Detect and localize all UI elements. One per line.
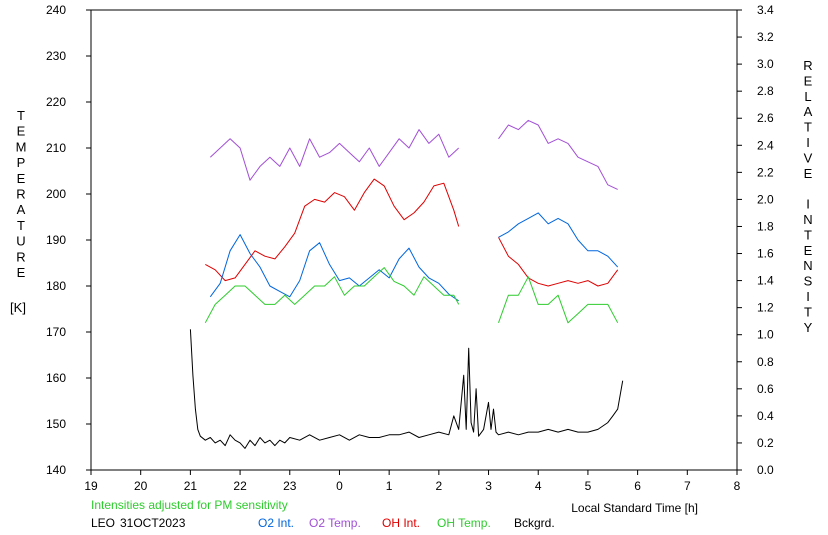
x-tick-label: 19	[84, 479, 98, 493]
x-tick-label: 5	[585, 479, 592, 493]
right-label-letter: R	[803, 58, 812, 73]
right-label-letter: I	[806, 197, 810, 212]
x-tick-label: 8	[734, 479, 741, 493]
series-line-o2-temp	[209, 129, 460, 181]
legend-item: O2 Temp.	[309, 516, 361, 530]
right-tick-label: 2.2	[757, 165, 774, 179]
x-tick-label: 20	[134, 479, 148, 493]
sensitivity-note: Intensities adjusted for PM sensitivity	[91, 498, 288, 512]
right-label-letter: E	[804, 243, 813, 258]
right-tick-label: 1.8	[757, 219, 774, 233]
left-label-letter: P	[17, 155, 26, 170]
right-label-letter: N	[803, 212, 812, 227]
series-line-oh-temp	[204, 267, 460, 324]
right-tick-label: 2.6	[757, 111, 774, 125]
series-line-o2-int	[209, 234, 459, 302]
legend-item: OH Int.	[382, 516, 420, 530]
right-tick-label: 0.2	[757, 436, 774, 450]
left-tick-label: 170	[46, 325, 66, 339]
right-label-letter: E	[804, 166, 813, 181]
left-tick-label: 150	[46, 417, 66, 431]
left-y-axis-ticks: 140 150 160 170 180 190 200 210 220 230 240	[46, 3, 91, 477]
right-tick-label: 1.0	[757, 328, 774, 342]
left-label-letter: T	[17, 108, 25, 123]
right-tick-label: 3.4	[757, 3, 774, 17]
right-tick-label: 3.2	[757, 30, 774, 44]
left-tick-label: 220	[46, 95, 66, 109]
legend: O2 Int. O2 Temp. OH Int. OH Temp. Bckgrd.	[258, 516, 555, 530]
series-layer	[189, 119, 624, 449]
left-label-letter: E	[17, 124, 26, 139]
series-line-oh-int	[498, 237, 619, 287]
x-tick-label: 22	[233, 479, 247, 493]
series-line-oh-int	[205, 178, 460, 282]
left-label-letter: A	[17, 202, 26, 217]
right-tick-label: 1.2	[757, 301, 774, 315]
right-label-letter: Y	[804, 320, 813, 335]
right-y-axis-ticks: 0.0 0.2 0.4 0.6 0.8 1.0 1.2 1.4 1.6 1.8 2.0 2.2 2.4 2…	[737, 3, 774, 477]
left-label-letter: M	[16, 139, 27, 154]
right-tick-label: 0.4	[757, 409, 774, 423]
left-tick-label: 180	[46, 279, 66, 293]
right-label-letter: E	[804, 73, 813, 88]
left-label-letter: E	[17, 171, 26, 186]
legend-item: OH Temp.	[437, 516, 491, 530]
legend-item: Bckgrd.	[514, 516, 555, 530]
plot-frame	[90, 9, 738, 471]
x-axis-ticks: 19 20 21 22 23 0 1 2 3 4 5 6 7 8	[84, 470, 741, 493]
legend-item: O2 Int.	[258, 516, 294, 530]
right-label-letter: L	[804, 89, 811, 104]
series-line-oh-temp	[498, 276, 619, 324]
right-label-letter: T	[804, 304, 812, 319]
left-tick-label: 210	[46, 141, 66, 155]
left-label-letter: T	[17, 218, 25, 233]
right-label-letter: S	[804, 274, 813, 289]
x-tick-label: 23	[283, 479, 297, 493]
left-tick-label: 190	[46, 233, 66, 247]
right-label-letter: N	[803, 258, 812, 273]
right-tick-label: 2.0	[757, 192, 774, 206]
series-line-o2-temp	[498, 119, 618, 190]
right-tick-label: 0.8	[757, 355, 774, 369]
x-tick-label: 0	[336, 479, 343, 493]
right-tick-label: 1.6	[757, 247, 774, 261]
right-label-letter: V	[804, 150, 813, 165]
x-tick-label: 2	[436, 479, 443, 493]
left-label-letter: U	[16, 234, 25, 249]
series-line-bckgrd	[189, 329, 624, 449]
x-axis-label: Local Standard Time [h]	[571, 501, 698, 515]
x-tick-label: 7	[684, 479, 691, 493]
left-tick-label: 230	[46, 49, 66, 63]
x-tick-label: 6	[634, 479, 641, 493]
x-tick-label: 4	[535, 479, 542, 493]
right-label-letter: I	[806, 135, 810, 150]
left-label-letter: R	[16, 187, 25, 202]
left-axis-unit: [K]	[10, 300, 26, 315]
left-tick-label: 200	[46, 187, 66, 201]
right-label-letter: T	[804, 227, 812, 242]
right-tick-label: 0.0	[757, 463, 774, 477]
right-tick-label: 0.6	[757, 382, 774, 396]
right-tick-label: 1.4	[757, 274, 774, 288]
left-tick-label: 240	[46, 3, 66, 17]
x-tick-label: 21	[184, 479, 198, 493]
right-label-letter: I	[806, 289, 810, 304]
station-label: LEO	[91, 516, 115, 530]
series-line-o2-int	[498, 212, 619, 268]
x-tick-label: 3	[485, 479, 492, 493]
x-tick-label: 1	[386, 479, 393, 493]
right-label-letter: T	[804, 120, 812, 135]
left-tick-label: 160	[46, 371, 66, 385]
right-tick-label: 2.8	[757, 84, 774, 98]
left-label-letter: E	[17, 265, 26, 280]
date-label: 31OCT2023	[120, 516, 186, 530]
right-tick-label: 3.0	[757, 57, 774, 71]
right-label-letter: A	[804, 104, 813, 119]
right-tick-label: 2.4	[757, 138, 774, 152]
left-label-letter: R	[16, 249, 25, 264]
left-tick-label: 140	[46, 463, 66, 477]
